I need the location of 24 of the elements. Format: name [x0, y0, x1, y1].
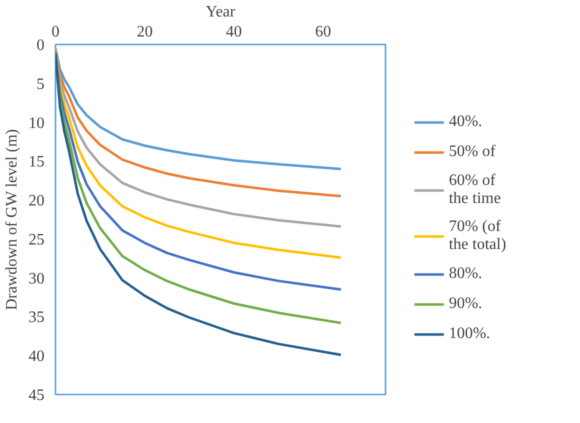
legend-label: 100%.: [448, 325, 490, 343]
x-tick-label: 0: [52, 24, 60, 40]
y-tick-label: 45: [28, 387, 44, 404]
y-tick-label: 35: [28, 309, 44, 326]
x-tick-label: 20: [136, 24, 153, 40]
x-axis-title: Year: [206, 4, 236, 20]
legend-label: 50% of: [448, 143, 496, 161]
y-tick-label: 5: [36, 76, 44, 93]
legend-label: 80%.: [448, 265, 482, 283]
y-tick-label: 10: [28, 114, 44, 132]
x-tick-label: 40: [226, 24, 242, 40]
y-tick-label: 30: [28, 270, 44, 288]
y-tick-label: 0: [36, 37, 44, 54]
y-tick-label: 25: [28, 231, 44, 248]
legend-label: 70% (of the total): [448, 218, 506, 254]
legend-label: 40%.: [448, 113, 482, 131]
legend-label: 60% of the time: [448, 172, 501, 208]
legend-label: 90%.: [448, 295, 482, 313]
y-tick-label: 15: [28, 154, 44, 171]
y-tick-label: 40: [28, 348, 44, 366]
line-series: [56, 48, 342, 198]
x-tick-label: 60: [315, 24, 332, 40]
y-axis-title: Drawdown of GW level (m): [4, 129, 20, 310]
y-tick-label: 20: [28, 192, 44, 210]
